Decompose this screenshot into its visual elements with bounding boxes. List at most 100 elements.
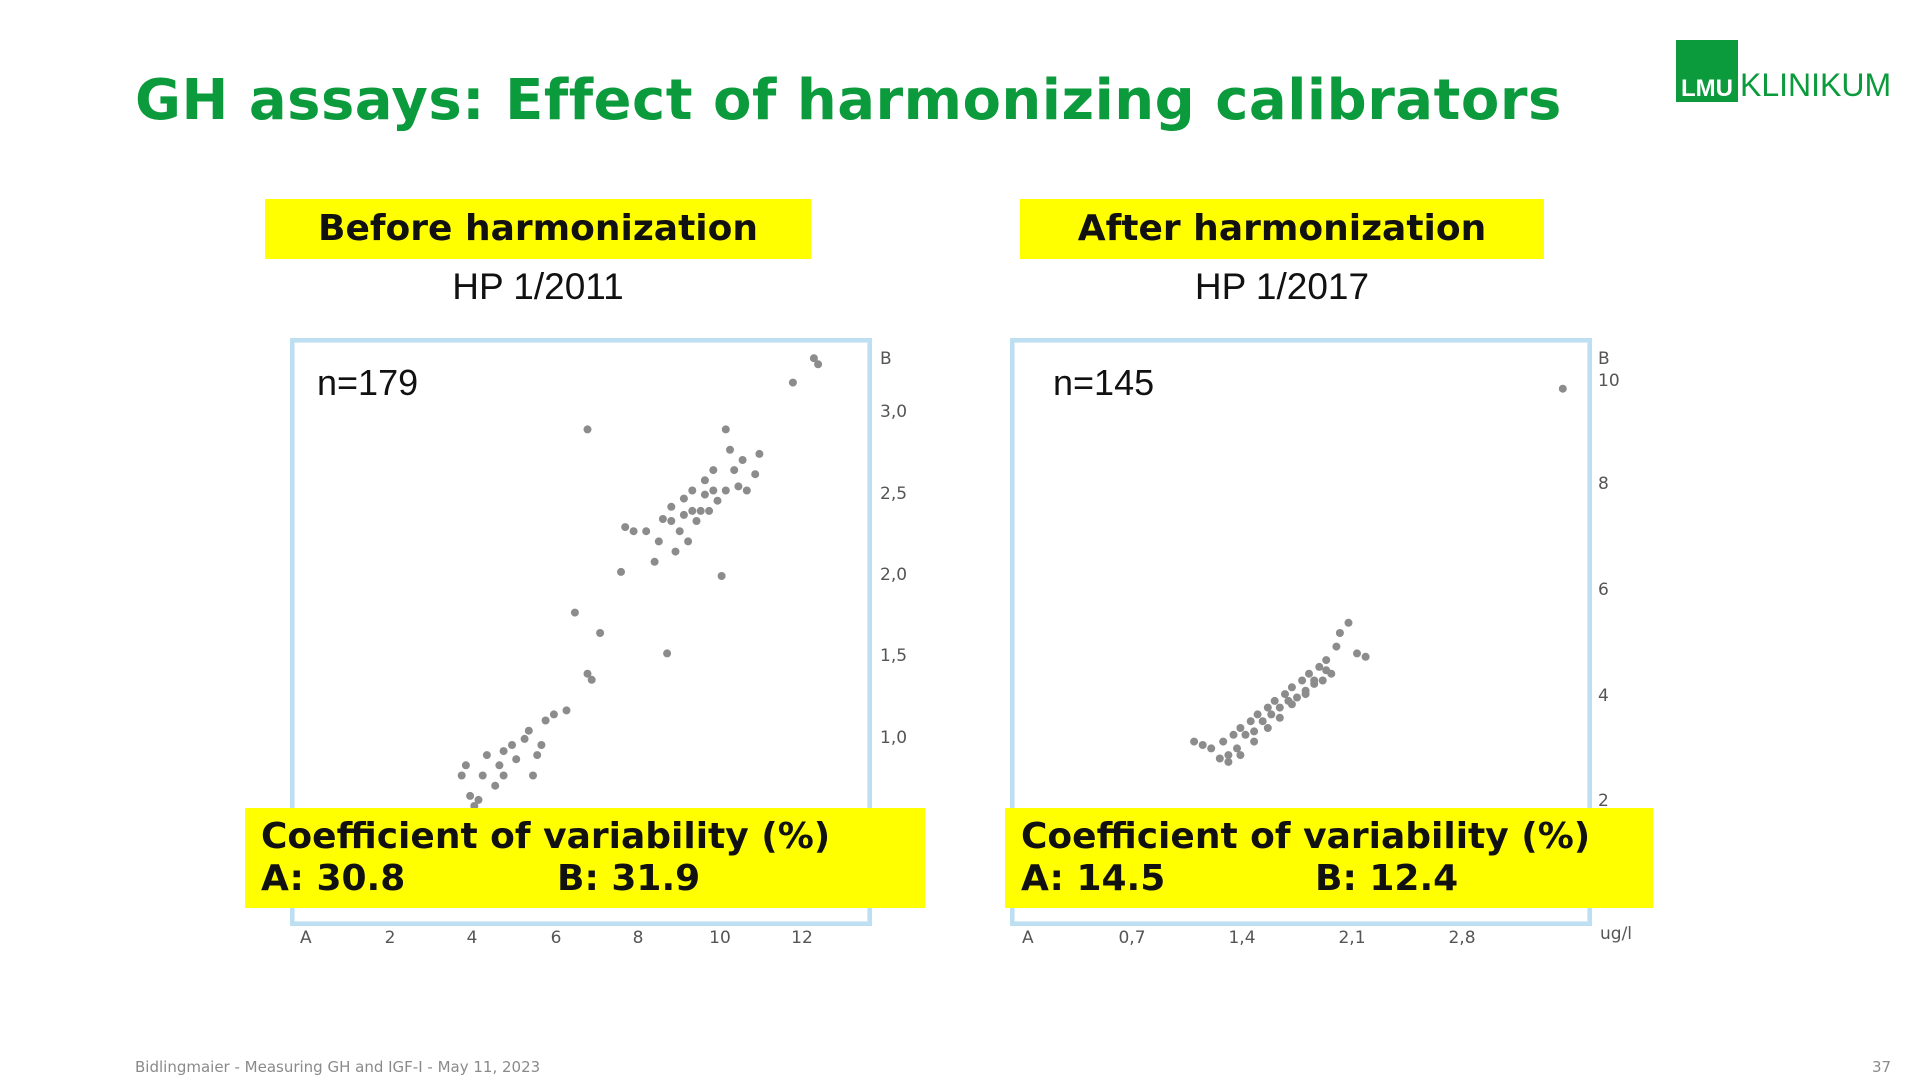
data-point (478, 771, 487, 780)
data-point (1224, 757, 1233, 766)
data-point (617, 567, 625, 576)
y-axis-name: B (880, 349, 892, 369)
data-point (541, 716, 550, 725)
x-tick-label: 8 (633, 928, 644, 948)
x-axis-unit: ug/l (1600, 924, 1632, 944)
data-point (1253, 710, 1262, 719)
data-point (491, 781, 500, 790)
data-point (1233, 744, 1241, 753)
data-point (1361, 652, 1370, 661)
data-point (700, 490, 709, 499)
y-tick-label: 2 (1598, 791, 1609, 811)
data-point (679, 510, 688, 519)
data-point (1250, 727, 1259, 736)
data-point (1270, 696, 1279, 705)
slide-title: GH assays: Effect of harmonizing calibra… (135, 68, 1562, 133)
data-point (499, 747, 508, 756)
cv-b-after: B: 12.4 (1315, 858, 1459, 899)
data-point (667, 502, 676, 511)
data-point (738, 456, 747, 464)
data-point (809, 354, 818, 363)
data-point (537, 741, 546, 749)
y-tick-label: 6 (1598, 580, 1609, 600)
data-point (717, 572, 726, 580)
data-point (788, 378, 797, 387)
data-point (1558, 384, 1567, 393)
data-point (684, 537, 693, 546)
data-point (1287, 683, 1296, 692)
cv-title-before: Coefficient of variability (%) (261, 816, 831, 857)
x-tick-label: 0,7 (1118, 928, 1145, 948)
data-point (1246, 717, 1255, 726)
data-point (705, 506, 714, 515)
data-point (1224, 751, 1233, 760)
data-point (457, 771, 466, 780)
y-tick-label: 10 (1598, 371, 1620, 391)
logo-square: LMU (1676, 40, 1738, 102)
x-tick-label: 2,1 (1338, 928, 1365, 948)
cv-a-after: A: 14.5 (1021, 858, 1166, 899)
data-point (1263, 724, 1272, 732)
data-point (508, 741, 516, 749)
data-point (549, 710, 558, 719)
data-point (1305, 669, 1313, 678)
data-point (570, 608, 579, 617)
data-point (692, 517, 701, 525)
data-point (1353, 649, 1361, 658)
data-point (814, 360, 823, 369)
data-point (1219, 737, 1228, 746)
data-point (650, 557, 659, 566)
data-point (583, 425, 592, 434)
data-point (1310, 676, 1319, 685)
data-point (596, 629, 605, 637)
cv-a-before: A: 30.8 (261, 858, 406, 899)
data-point (499, 771, 508, 780)
data-point (621, 523, 630, 532)
x-tick-label: 12 (791, 928, 813, 948)
data-point (629, 527, 638, 536)
panel-subtitle-after: HP 1/2017 (1194, 266, 1370, 307)
y-tick-label: 2,0 (880, 565, 907, 585)
data-point (1215, 754, 1224, 763)
x-tick-label: 10 (709, 928, 731, 948)
x-axis-name: A (300, 928, 312, 948)
slide-footer: Bidlingmaier - Measuring GH and IGF-I - … (135, 1058, 541, 1076)
data-point (1322, 656, 1331, 665)
data-point (520, 734, 529, 743)
x-tick-label: 6 (551, 928, 562, 948)
data-point (562, 706, 571, 715)
data-point (654, 537, 663, 546)
data-point (1287, 700, 1296, 709)
y-tick-label: 3,0 (880, 402, 907, 422)
data-point (721, 486, 730, 495)
data-point (482, 751, 491, 760)
data-point (730, 466, 739, 475)
cv-box-after: Coefficient of variability (%) A: 14.5 B… (1005, 808, 1653, 908)
data-point (512, 755, 521, 764)
data-point (755, 449, 764, 458)
x-tick-label: 1,4 (1228, 928, 1255, 948)
data-point (1250, 737, 1259, 746)
data-point (1335, 629, 1344, 637)
data-point (696, 506, 705, 515)
data-point (642, 527, 651, 536)
sample-size-after: n=145 (1053, 362, 1155, 403)
data-point (1281, 690, 1289, 699)
data-point (671, 547, 680, 556)
lmu-klinikum-logo: LMU KLINIKUM (1676, 40, 1906, 102)
y-axis-name: B (1598, 349, 1610, 369)
data-point (1236, 751, 1245, 760)
data-point (1263, 703, 1272, 712)
data-point (1190, 737, 1199, 746)
data-point (1332, 642, 1341, 651)
data-point (709, 486, 718, 495)
data-point (742, 486, 751, 495)
panel-label-before: Before harmonization (265, 199, 811, 259)
data-point (658, 515, 667, 523)
data-point (688, 486, 697, 495)
y-tick-label: 1,0 (880, 728, 907, 748)
data-point (1241, 730, 1250, 739)
data-point (663, 649, 672, 658)
data-point (1301, 686, 1310, 695)
